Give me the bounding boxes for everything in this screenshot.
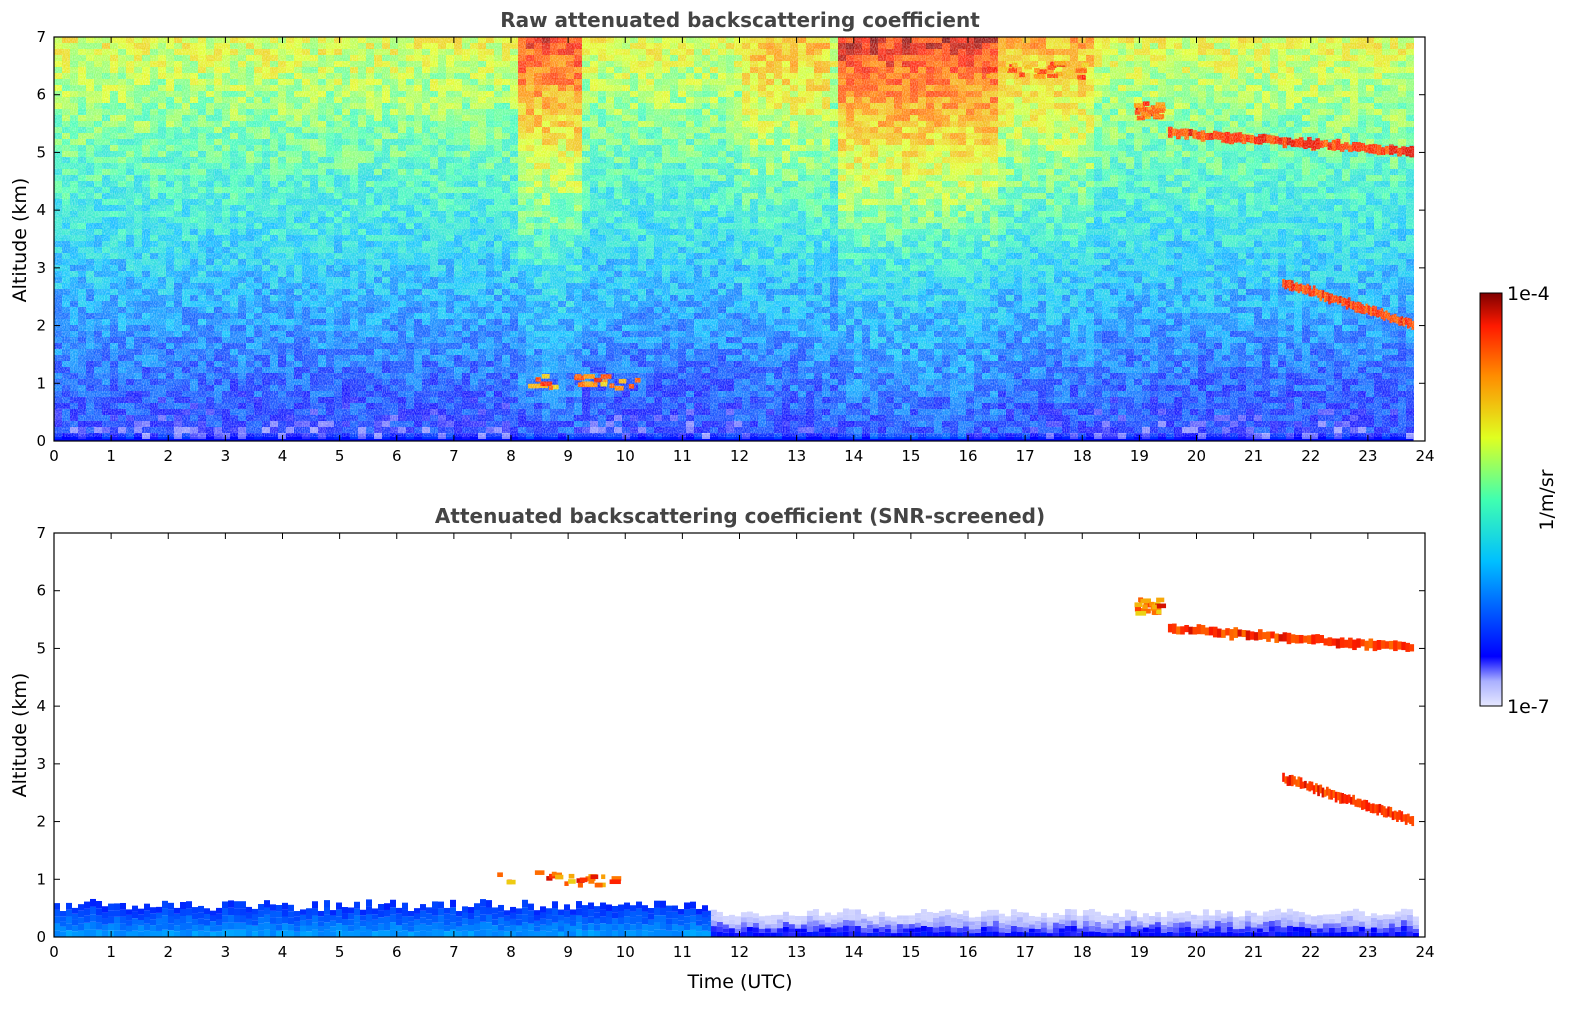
- raw-backscatter-panel: Raw attenuated backscattering coefficien…: [9, 8, 1435, 465]
- plot-area: [54, 37, 1425, 441]
- chart-title: Raw attenuated backscattering coefficien…: [500, 8, 980, 32]
